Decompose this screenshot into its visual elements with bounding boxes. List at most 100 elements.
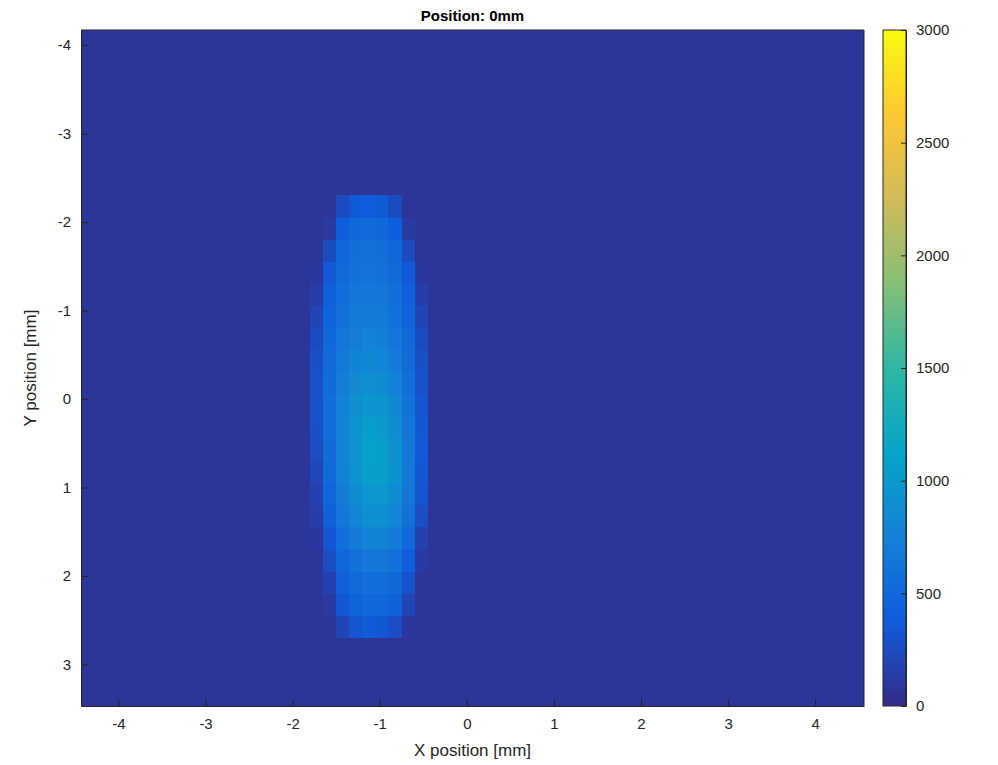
heatmap-cell [388,638,402,706]
heatmap-cell [349,527,363,550]
heatmap-cell [81,328,311,351]
heatmap-cell [388,572,402,595]
heatmap-cell [81,417,311,440]
heatmap-cell [428,372,864,395]
plot-frame [864,30,865,706]
heatmap-cell [362,372,376,395]
heatmap-cell [323,240,337,263]
heatmap-cell [310,572,324,595]
heatmap-cell [81,505,311,528]
heatmap-cell [402,527,416,550]
x-tick: -4 [112,699,125,732]
heatmap-cell [323,616,337,639]
x-tick: 0 [463,699,471,732]
heatmap-cell [323,483,337,506]
heatmap-cell [388,505,402,528]
x-tick-label: -2 [286,715,299,732]
x-tick-label: 1 [550,715,558,732]
heatmap-cell [336,262,350,285]
y-tick: -2 [58,213,88,230]
heatmap-cell [362,461,376,484]
heatmap-cell [336,240,350,263]
heatmap-cell [428,262,864,285]
heatmap-cell [375,594,389,617]
heatmap-cell [336,30,350,196]
heatmap-cell [415,218,429,241]
plot-frame [81,30,864,31]
heatmap-cell [81,638,311,706]
heatmap-cell [388,594,402,617]
heatmap-cell [428,240,864,263]
x-tick-label: 3 [724,715,732,732]
x-tick-mark [380,699,381,706]
heatmap-cell [415,30,429,196]
x-tick-mark [815,699,816,706]
heatmap-cell [323,262,337,285]
colorbar-tick-mark [901,481,906,482]
heatmap-cell [336,616,350,639]
heatmap-cell [402,616,416,639]
heatmap-cell [375,616,389,639]
heatmap-cell [402,240,416,263]
heatmap-cell [415,638,429,706]
colorbar-tick-label: 1000 [916,472,949,489]
heatmap-cell [428,439,864,462]
colorbar-tick-mark [901,255,906,256]
heatmap-cell [336,284,350,307]
x-tick-mark [641,699,642,706]
colorbar-tick: 2500 [901,134,949,151]
colorbar-tick-mark [901,706,906,707]
heatmap-cell [336,328,350,351]
x-tick-label: -1 [374,715,387,732]
heatmap-cell [323,505,337,528]
heatmap-cell [388,439,402,462]
heatmap-cell [336,483,350,506]
heatmap-cell [415,549,429,572]
heatmap-cell [428,638,864,706]
heatmap-cell [349,195,363,218]
heatmap-cell [362,616,376,639]
heatmap-cell [310,505,324,528]
heatmap-cell [402,284,416,307]
x-axis-title: X position [mm] [414,741,531,760]
heatmap-cell [428,195,864,218]
y-tick: -1 [58,302,88,319]
y-axis-title: Y position [mm] [21,310,40,427]
heatmap-cell [81,572,311,595]
heatmap-cell [415,616,429,639]
heatmap-cell [402,30,416,196]
heatmap-cell [310,549,324,572]
colorbar-tick: 1500 [901,359,949,376]
heatmap-cell [415,461,429,484]
heatmap-cell [349,417,363,440]
heatmap-cell [388,461,402,484]
heatmap-cell [415,306,429,329]
heatmap-cell [375,439,389,462]
heatmap-cell [336,218,350,241]
heatmap-cell [362,240,376,263]
x-tick: 2 [637,699,645,732]
heatmap-cell [336,395,350,418]
heatmap-cell [81,195,311,218]
heatmap-cell [323,306,337,329]
heatmap-cells [81,30,864,706]
heatmap-cell [336,195,350,218]
heatmap-cell [362,549,376,572]
heatmap-cell [402,395,416,418]
colorbar-tick-mark [901,143,906,144]
heatmap-cell [336,549,350,572]
heatmap-cell [362,527,376,550]
heatmap-cell [362,218,376,241]
heatmap-cell [388,417,402,440]
heatmap-cell [323,527,337,550]
x-tick-mark [467,699,468,706]
heatmap-cell [349,483,363,506]
heatmap-cell [349,284,363,307]
heatmap-cell [375,30,389,196]
colorbar [883,30,906,706]
heatmap-cell [349,549,363,572]
x-tick: 3 [724,699,732,732]
heatmap-cell [362,195,376,218]
heatmap-cell [362,483,376,506]
heatmap-cell [349,395,363,418]
